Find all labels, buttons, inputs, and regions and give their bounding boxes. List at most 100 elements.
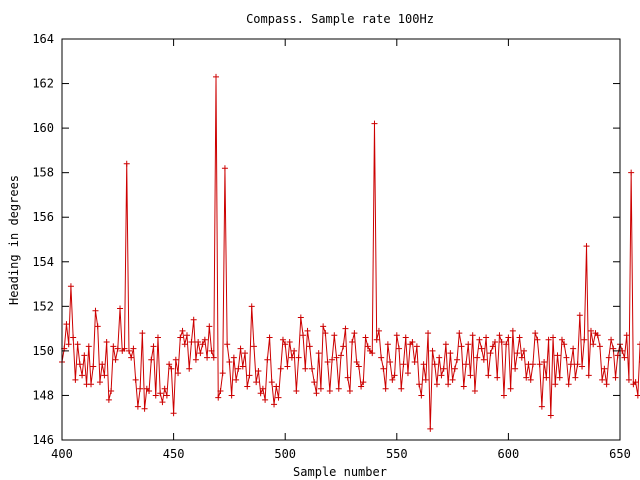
data-point bbox=[253, 379, 260, 386]
data-point bbox=[329, 356, 336, 363]
data-point bbox=[157, 390, 164, 397]
data-point bbox=[264, 356, 271, 363]
data-point bbox=[244, 383, 251, 390]
data-point bbox=[326, 387, 333, 394]
data-point bbox=[90, 363, 97, 370]
data-point bbox=[391, 372, 398, 379]
x-tick-label: 650 bbox=[609, 447, 631, 461]
y-axis-label: Heading in degrees bbox=[7, 175, 21, 305]
data-point bbox=[293, 387, 300, 394]
data-point bbox=[458, 343, 465, 350]
data-point bbox=[175, 370, 182, 377]
data-point bbox=[163, 392, 170, 399]
y-tick-label: 148 bbox=[32, 388, 54, 402]
data-point bbox=[215, 394, 222, 401]
data-point bbox=[112, 356, 119, 363]
data-point bbox=[208, 347, 215, 354]
data-point bbox=[199, 341, 206, 348]
data-point bbox=[581, 336, 588, 343]
data-point bbox=[552, 381, 559, 388]
data-point bbox=[360, 379, 367, 386]
data-point bbox=[543, 374, 550, 381]
data-point bbox=[438, 372, 445, 379]
data-point bbox=[563, 354, 570, 361]
data-point bbox=[558, 336, 565, 343]
data-point bbox=[570, 345, 577, 352]
data-point bbox=[331, 332, 338, 339]
data-point bbox=[516, 334, 523, 341]
data-point bbox=[219, 370, 226, 377]
data-point bbox=[476, 336, 483, 343]
data-point bbox=[538, 403, 545, 410]
data-point bbox=[603, 381, 610, 388]
data-point bbox=[92, 307, 99, 314]
data-point bbox=[201, 336, 208, 343]
data-point bbox=[132, 376, 139, 383]
data-point bbox=[623, 332, 630, 339]
data-point bbox=[230, 354, 237, 361]
data-point bbox=[291, 347, 298, 354]
y-tick-label: 152 bbox=[32, 299, 54, 313]
data-point bbox=[358, 383, 365, 390]
series-layer bbox=[59, 73, 640, 432]
data-point bbox=[561, 341, 568, 348]
data-point bbox=[302, 365, 309, 372]
data-point bbox=[181, 341, 188, 348]
data-point bbox=[242, 350, 249, 357]
y-tick-label: 154 bbox=[32, 255, 54, 269]
data-point bbox=[518, 354, 525, 361]
data-point bbox=[500, 392, 507, 399]
data-point bbox=[425, 330, 432, 337]
data-point bbox=[146, 387, 153, 394]
data-point bbox=[128, 354, 135, 361]
data-point bbox=[375, 327, 382, 334]
data-point bbox=[279, 336, 286, 343]
data-point bbox=[324, 359, 331, 366]
data-point bbox=[487, 350, 494, 357]
data-point bbox=[311, 379, 318, 386]
data-point bbox=[268, 379, 275, 386]
data-point bbox=[117, 305, 124, 312]
data-point bbox=[342, 325, 349, 332]
data-point bbox=[433, 381, 440, 388]
data-point bbox=[166, 361, 173, 368]
data-point bbox=[210, 354, 217, 361]
data-point bbox=[250, 343, 257, 350]
data-point bbox=[567, 361, 574, 368]
data-point bbox=[248, 303, 255, 310]
data-point bbox=[315, 350, 322, 357]
data-point bbox=[416, 381, 423, 388]
data-point bbox=[393, 332, 400, 339]
data-point bbox=[534, 336, 541, 343]
data-point bbox=[186, 365, 193, 372]
data-point bbox=[351, 330, 358, 337]
data-point bbox=[382, 385, 389, 392]
data-point bbox=[451, 365, 458, 372]
data-point bbox=[170, 410, 177, 417]
data-point bbox=[409, 338, 416, 345]
data-point bbox=[183, 332, 190, 339]
data-point bbox=[259, 385, 266, 392]
data-point bbox=[179, 327, 186, 334]
data-point bbox=[246, 372, 253, 379]
data-point bbox=[565, 381, 572, 388]
data-point bbox=[389, 376, 396, 383]
data-point bbox=[335, 385, 342, 392]
data-point bbox=[467, 372, 474, 379]
data-point bbox=[398, 385, 405, 392]
data-point bbox=[177, 334, 184, 341]
data-point bbox=[94, 323, 101, 330]
plot-frame bbox=[61, 38, 621, 441]
data-point bbox=[469, 332, 476, 339]
data-point bbox=[221, 165, 228, 172]
data-point bbox=[496, 332, 503, 339]
data-point bbox=[632, 379, 639, 386]
data-point bbox=[362, 334, 369, 341]
x-tick-label: 600 bbox=[498, 447, 520, 461]
data-point bbox=[628, 169, 635, 176]
data-point bbox=[550, 334, 557, 341]
data-point bbox=[413, 343, 420, 350]
data-point bbox=[257, 390, 264, 397]
